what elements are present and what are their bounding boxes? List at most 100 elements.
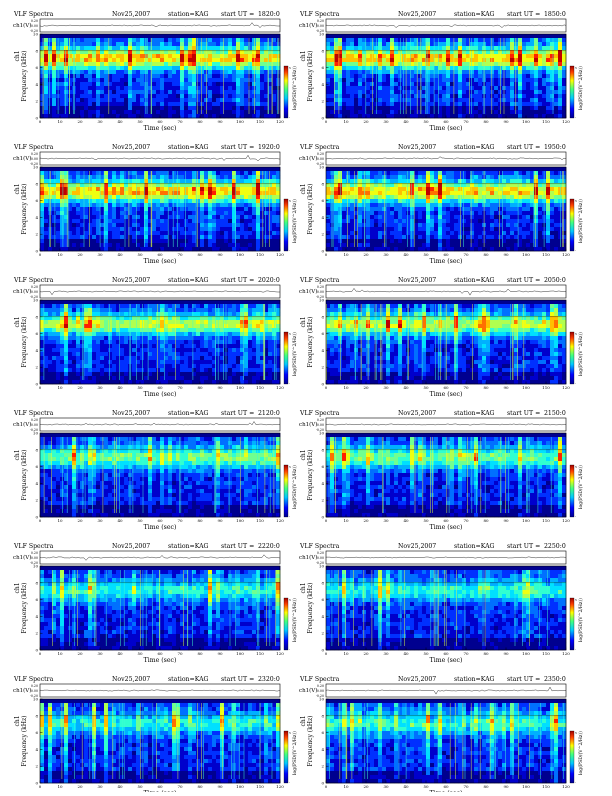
spectrogram-cell [326, 110, 330, 114]
spectrogram-cell [100, 191, 104, 195]
spectrogram-cell [454, 227, 458, 231]
spectrogram-cell [478, 199, 482, 203]
spectrogram-cell [156, 82, 160, 86]
spectrogram-cell [172, 203, 176, 207]
spectrogram-cell [562, 34, 566, 38]
spectrogram-cell [498, 243, 502, 247]
spectrogram-cell [478, 235, 482, 239]
spectrogram-cell [48, 239, 52, 243]
spectrogram-cell [470, 203, 474, 207]
spectrogram-cell [458, 58, 462, 62]
spectrogram-cell [438, 179, 442, 183]
spectrogram-cell [394, 46, 398, 50]
spectrogram-cell [100, 54, 104, 58]
spectrogram-cell [402, 199, 406, 203]
spectrogram-cell [550, 70, 554, 74]
spectrogram-cell [450, 211, 454, 215]
freq-tick-label: 6 [35, 198, 38, 203]
spectrogram-cell [342, 94, 346, 98]
spectrogram-cell [454, 187, 458, 191]
spectrogram-cell [236, 86, 240, 90]
spectrogram-cell [406, 54, 410, 58]
spectrogram-cell [200, 207, 204, 211]
spectrogram-cell [48, 66, 52, 70]
spectrogram-cell [216, 243, 220, 247]
time-tick-label: 0 [39, 119, 42, 124]
spectrogram-cell [228, 195, 232, 199]
spectrogram-cell [168, 90, 172, 94]
spectrogram-cell [44, 187, 48, 191]
spectrogram-cell [192, 102, 196, 106]
spectrogram-cell [176, 34, 180, 38]
colorbar [284, 66, 288, 118]
spectrogram-cell [454, 110, 458, 114]
spectrogram-cell [40, 179, 44, 183]
spectrogram-cell [362, 203, 366, 207]
spectrogram-cell [486, 171, 490, 175]
spectrogram-cell [434, 82, 438, 86]
spectrogram-cell [430, 247, 434, 251]
spectrogram-cell [264, 38, 268, 42]
spectrogram-cell [52, 82, 56, 86]
spectrogram-cell [188, 74, 192, 78]
spectrogram-cell [402, 82, 406, 86]
spectrogram-cell [168, 106, 172, 110]
spectrogram-cell [44, 98, 48, 102]
spectrogram-cell [132, 239, 136, 243]
spectrogram-cell [196, 86, 200, 90]
spectrogram-cell [104, 235, 108, 239]
spectrogram-cell [200, 179, 204, 183]
spectrogram-cell [370, 235, 374, 239]
spectrogram-cell [236, 211, 240, 215]
spectrogram-cell [188, 235, 192, 239]
spectrogram-cell [390, 227, 394, 231]
spectrogram-cell [184, 70, 188, 74]
spectrogram-cell [180, 70, 184, 74]
freq-tick-label: 6 [321, 65, 324, 70]
spectrogram-cell [470, 211, 474, 215]
spectrogram-cell [414, 46, 418, 50]
spectrogram-cell [48, 199, 52, 203]
spectrogram-cell [112, 171, 116, 175]
spectrogram-cell [346, 70, 350, 74]
spectrogram-cell [398, 227, 402, 231]
spectrogram-cell [334, 199, 338, 203]
spectrogram-cell [562, 38, 566, 42]
spectrogram-cell [84, 74, 88, 78]
spectrogram-cell [470, 98, 474, 102]
spectrogram-cell [220, 58, 224, 62]
spectrogram-cell [370, 78, 374, 82]
spectrogram-cell [148, 247, 152, 251]
spectrogram-cell [430, 227, 434, 231]
spectrogram-cell [434, 215, 438, 219]
spectrogram-cell [458, 70, 462, 74]
spectrogram-cell [72, 195, 76, 199]
spectrogram-cell [168, 235, 172, 239]
spectrogram-cell [394, 90, 398, 94]
spectrogram-cell [256, 54, 260, 58]
spectrogram-cell [490, 187, 494, 191]
spectrogram-cell [462, 235, 466, 239]
spectrogram-cell [200, 70, 204, 74]
spectrogram-cell [398, 187, 402, 191]
spectrogram-cell [220, 86, 224, 90]
spectrogram-cell [108, 187, 112, 191]
spectrogram-cell [382, 102, 386, 106]
spectrogram-cell [562, 86, 566, 90]
panel-start-prefix: start UT = [507, 144, 540, 151]
spectrogram-cell [474, 58, 478, 62]
spectrogram-cell [554, 74, 558, 78]
spectrogram-cell [518, 82, 522, 86]
spectrogram-cell [212, 239, 216, 243]
spectrogram-cell [160, 171, 164, 175]
spectrogram-cell [486, 70, 490, 74]
panel-station: station=KAG [454, 144, 495, 151]
spectrogram-cell [470, 243, 474, 247]
spectrogram-cell [176, 215, 180, 219]
spectrogram-cell [470, 38, 474, 42]
spectrogram-cell [132, 58, 136, 62]
spectrogram-cell [224, 106, 228, 110]
spectrogram-cell [172, 227, 176, 231]
spectrogram-cell [192, 94, 196, 98]
spectrogram-cell [132, 102, 136, 106]
